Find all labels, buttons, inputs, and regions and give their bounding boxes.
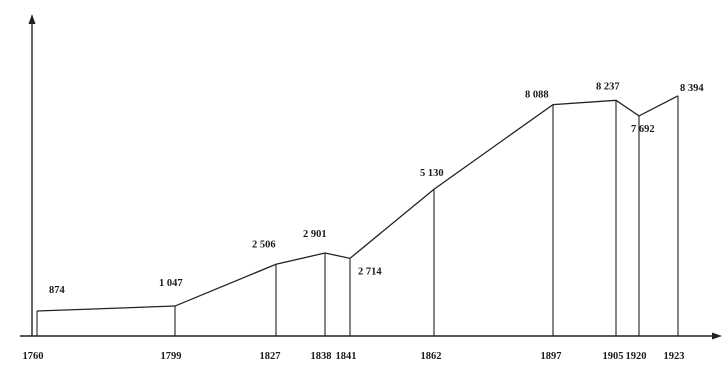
series-line [36,95,679,312]
x-tick-label-1897: 1897 [541,351,562,362]
x-axis-arrow [712,332,722,340]
data-label-1841: 2 714 [358,266,382,277]
x-tick-label-1905: 1905 [603,351,624,362]
data-label-1799: 1 047 [159,278,183,289]
data-label-1862: 5 130 [420,168,444,179]
x-tick-label-1923: 1923 [664,351,685,362]
data-label-1920: 7 692 [631,124,655,135]
x-tick-label-1799: 1799 [161,351,182,362]
x-tick-label-1827: 1827 [260,351,281,362]
data-label-1897: 8 088 [525,90,549,101]
x-tick-label-1841: 1841 [336,351,357,362]
x-tick-label-1920: 1920 [626,351,647,362]
chart-marks [36,95,679,336]
chart-labels: 874 1 047 2 506 2 901 2 714 5 130 8 088 8 237 7 … [23,81,705,362]
data-label-1905: 8 237 [596,81,620,92]
data-label-1923: 8 394 [680,83,704,94]
chart-axes [20,14,722,340]
x-tick-label-1760: 1760 [23,351,44,362]
x-tick-label-1838: 1838 [311,351,332,362]
x-tick-label-1862: 1862 [421,351,442,362]
data-label-1838: 2 901 [303,229,327,240]
y-axis-arrow [28,14,36,24]
data-label-1827: 2 506 [252,239,276,250]
data-label-1760: 874 [49,285,66,296]
